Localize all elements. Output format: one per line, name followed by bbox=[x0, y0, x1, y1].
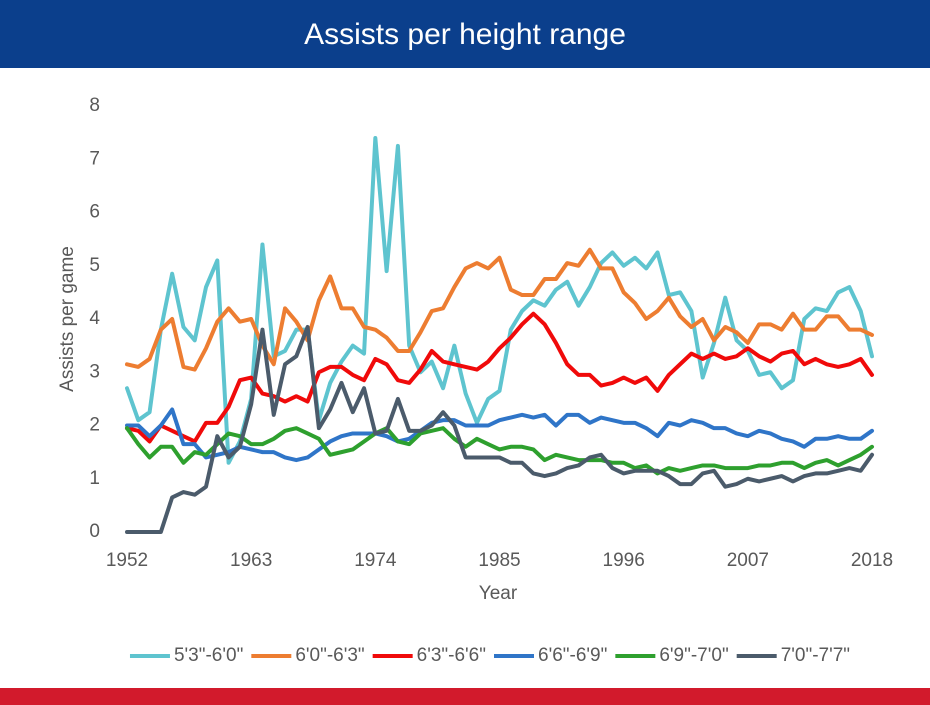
y-tick-label: 3 bbox=[89, 361, 100, 382]
footer-bar bbox=[0, 688, 930, 705]
y-tick-label: 7 bbox=[89, 148, 100, 169]
x-tick-label: 1974 bbox=[354, 550, 397, 571]
y-tick-label: 1 bbox=[89, 468, 100, 489]
y-tick-label: 4 bbox=[89, 308, 100, 329]
legend-label: 6'6"-6'9" bbox=[538, 645, 607, 666]
x-tick-label: 1996 bbox=[603, 550, 645, 571]
series-line bbox=[125, 311, 874, 444]
x-tick-label: 2018 bbox=[851, 550, 893, 571]
chart-title: Assists per height range bbox=[304, 18, 626, 51]
y-tick-label: 0 bbox=[89, 521, 100, 542]
x-tick-label: 1985 bbox=[478, 550, 520, 571]
legend-label: 7'0"-7'7" bbox=[781, 645, 850, 666]
legend-label: 6'3"-6'6" bbox=[417, 645, 486, 666]
title-bar bbox=[0, 0, 930, 68]
x-tick-label: 1963 bbox=[230, 550, 272, 571]
y-axis-title: Assists per game bbox=[57, 246, 78, 392]
y-tick-label: 2 bbox=[89, 415, 100, 436]
series-line bbox=[125, 407, 874, 463]
y-tick-label: 5 bbox=[89, 255, 100, 276]
series-line bbox=[125, 426, 874, 476]
legend-label: 6'0"-6'3" bbox=[295, 645, 364, 666]
legend-label: 5'3"-6'0" bbox=[174, 645, 243, 666]
x-tick-label: 1952 bbox=[106, 550, 148, 571]
series-line bbox=[125, 247, 874, 372]
legend-label: 6'9"-7'0" bbox=[659, 645, 728, 666]
y-tick-label: 8 bbox=[89, 95, 100, 116]
series-line bbox=[125, 324, 874, 534]
series-line bbox=[125, 135, 874, 465]
x-axis-title: Year bbox=[479, 583, 518, 604]
x-tick-label: 2007 bbox=[727, 550, 769, 571]
y-tick-label: 6 bbox=[89, 202, 100, 223]
